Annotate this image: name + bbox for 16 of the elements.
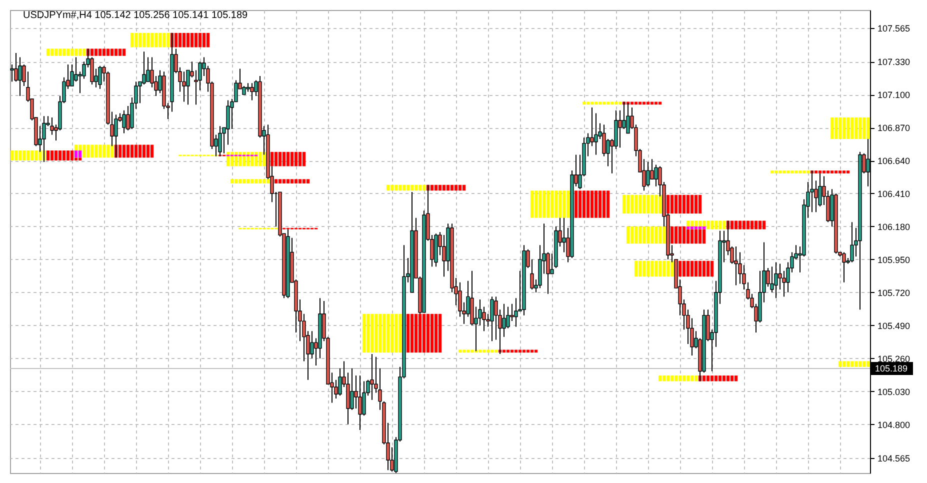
chart-title: USDJPYm#,H4 105.142 105.256 105.141 105.189	[23, 10, 248, 21]
y-tick-label: 105.950	[878, 254, 910, 265]
y-tick-label: 106.410	[878, 188, 910, 199]
y-tick-label: 105.030	[878, 386, 910, 397]
y-tick-label: 106.180	[878, 222, 910, 232]
ref-line-label: 105.189	[875, 364, 908, 374]
y-tick-label: 106.640	[878, 156, 910, 166]
y-tick-label: 106.870	[878, 123, 910, 134]
y-tick-label: 105.490	[878, 320, 910, 331]
y-tick-label: 107.565	[878, 23, 910, 34]
y-tick-label: 105.720	[878, 288, 910, 298]
y-tick-label: 107.100	[878, 90, 910, 100]
y-tick-label: 104.800	[878, 420, 910, 430]
y-tick-label: 107.330	[878, 57, 910, 68]
y-tick-label: 105.260	[878, 354, 910, 364]
y-tick-label: 104.565	[878, 453, 910, 464]
